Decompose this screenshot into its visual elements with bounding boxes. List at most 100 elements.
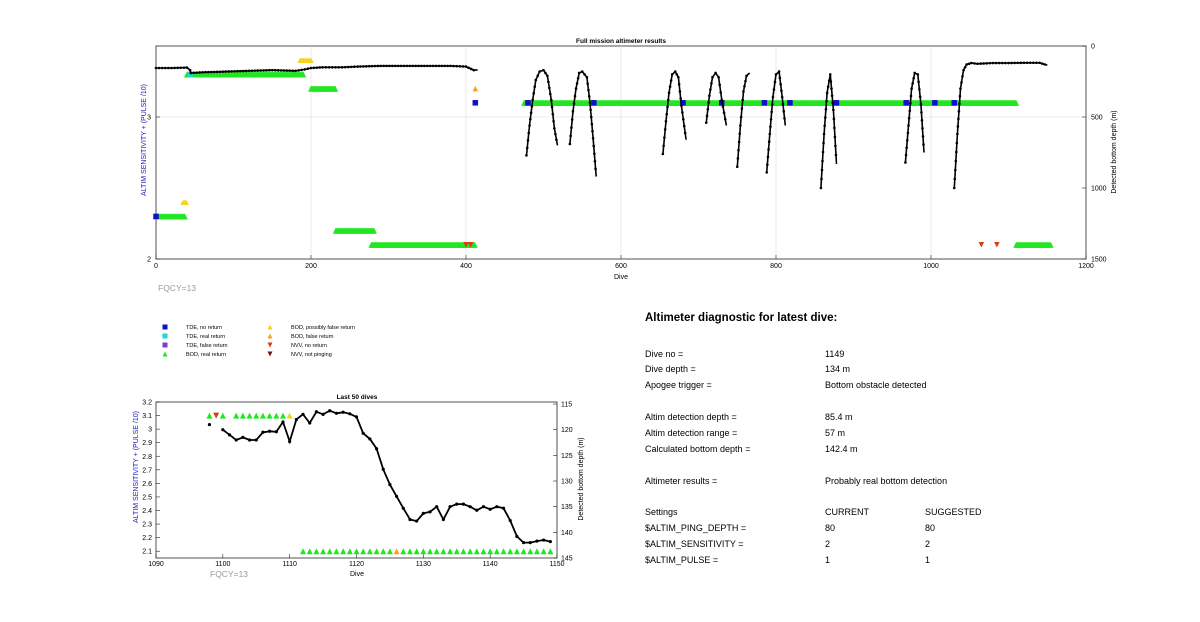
bod-real-return-marker: [246, 412, 253, 419]
depth-point: [825, 91, 829, 95]
x-tick-label: 1130: [416, 561, 431, 568]
depth-point: [770, 103, 774, 106]
last-50-dives-fqcy-note: FQCY=13: [210, 569, 248, 579]
diagnostic-label: Settings: [645, 507, 678, 517]
depth-point: [188, 68, 192, 72]
depth-point: [770, 110, 773, 114]
depth-point: [544, 71, 547, 75]
last-50-dives-marks: [206, 409, 554, 555]
depth-point: [1038, 61, 1041, 65]
y-left-tick-label: 3.1: [142, 413, 152, 420]
depth-point: [822, 132, 826, 136]
depth-point: [241, 435, 245, 440]
depth-point: [738, 132, 742, 136]
depth-point: [663, 128, 667, 131]
depth-point: [417, 64, 420, 68]
depth-point: [833, 126, 836, 130]
depth-point: [958, 102, 961, 106]
x-tick-label: 1200: [1078, 263, 1094, 270]
depth-point: [711, 75, 714, 79]
depth-point: [575, 82, 579, 85]
depth-point: [528, 541, 532, 545]
depth-point: [588, 101, 592, 105]
x-tick-label: 1140: [483, 561, 498, 568]
depth-point: [973, 62, 976, 65]
depth-point: [343, 65, 347, 69]
y-right-tick-label: 125: [561, 453, 573, 460]
depth-point: [962, 68, 965, 72]
depth-point: [440, 64, 444, 68]
depth-point: [593, 160, 597, 163]
x-tick-label: 200: [305, 263, 317, 270]
bod-real-return-marker: [1013, 99, 1020, 106]
depth-point: [449, 64, 452, 68]
bod-real-return-marker: [266, 412, 273, 419]
depth-point: [906, 131, 910, 135]
depth-point: [247, 69, 251, 73]
last-50-dives-axes: 1090 1100 1110 1120 1130 1140 1150 2.1 2.2 2.3 2.4…: [142, 400, 573, 569]
bod-real-return-marker: [326, 548, 333, 555]
depth-point: [361, 431, 365, 435]
depth-point: [779, 83, 782, 86]
bod-real-return-marker: [540, 548, 547, 555]
depth-point: [822, 141, 825, 145]
depth-point: [722, 111, 726, 115]
depth-point: [428, 64, 432, 68]
depth-point: [828, 73, 832, 76]
depth-point: [908, 109, 912, 113]
depth-point: [291, 69, 294, 73]
depth-point: [1028, 61, 1032, 65]
depth-point: [548, 92, 552, 96]
depth-point: [370, 64, 374, 68]
depth-point: [681, 111, 684, 114]
depth-point: [508, 518, 512, 523]
bod-real-return-marker: [380, 548, 387, 555]
depth-point: [488, 507, 492, 511]
depth-point: [911, 82, 914, 85]
y-left-tick-label: 3: [147, 115, 151, 122]
depth-point: [434, 64, 438, 68]
depth-point: [922, 143, 925, 146]
legend-label: NVV, no return: [291, 343, 327, 349]
depth-point: [300, 68, 304, 72]
y-left-tick-label: 2.7: [142, 467, 152, 474]
diagnostic-row: Dive no = 1149: [645, 349, 1165, 363]
depth-point: [904, 161, 907, 164]
depth-point: [824, 108, 828, 111]
depth-point: [227, 433, 232, 437]
depth-point: [985, 62, 989, 65]
bod-real-return-marker: [453, 548, 460, 555]
depth-point: [571, 110, 575, 113]
depth-point: [170, 66, 173, 70]
diagnostic-row: Altimeter results = Probably real bottom…: [645, 476, 1165, 490]
last-50-dives-title: Last 50 dives: [337, 394, 378, 401]
y-right-tick-label: 1500: [1091, 257, 1107, 264]
depth-point: [782, 110, 786, 113]
depth-point: [230, 70, 233, 73]
diagnostic-suggested: 1: [925, 555, 931, 565]
depth-point: [765, 171, 768, 174]
diagnostic-row: Calculated bottom depth = 142.4 m: [645, 444, 1165, 458]
nvv-no-return-marker: [978, 242, 985, 248]
depth-point: [967, 62, 971, 66]
depth-point: [265, 69, 268, 72]
depth-point: [577, 71, 581, 75]
diagnostic-label: Dive depth =: [645, 364, 696, 374]
depth-point: [963, 66, 967, 69]
depth-point: [173, 66, 176, 70]
legend-label: BOD, possibly false return: [291, 325, 355, 331]
x-tick-label: 800: [770, 263, 782, 270]
y-right-tick-label: 1000: [1091, 186, 1107, 193]
legend-label: BOD, false return: [291, 334, 334, 340]
bod-real-return-marker: [320, 548, 327, 555]
depth-point: [587, 88, 590, 92]
depth-point: [515, 534, 519, 539]
bod-real-return-marker: [460, 548, 467, 555]
depth-point: [179, 66, 183, 70]
depth-point: [542, 68, 545, 72]
depth-point: [401, 506, 405, 510]
diagnostic-row: Dive depth = 134 m: [645, 364, 1165, 378]
depth-point: [717, 75, 720, 79]
legend: TDE, no return TDE, real return TDE, false…: [162, 324, 355, 358]
depth-point: [662, 144, 665, 148]
